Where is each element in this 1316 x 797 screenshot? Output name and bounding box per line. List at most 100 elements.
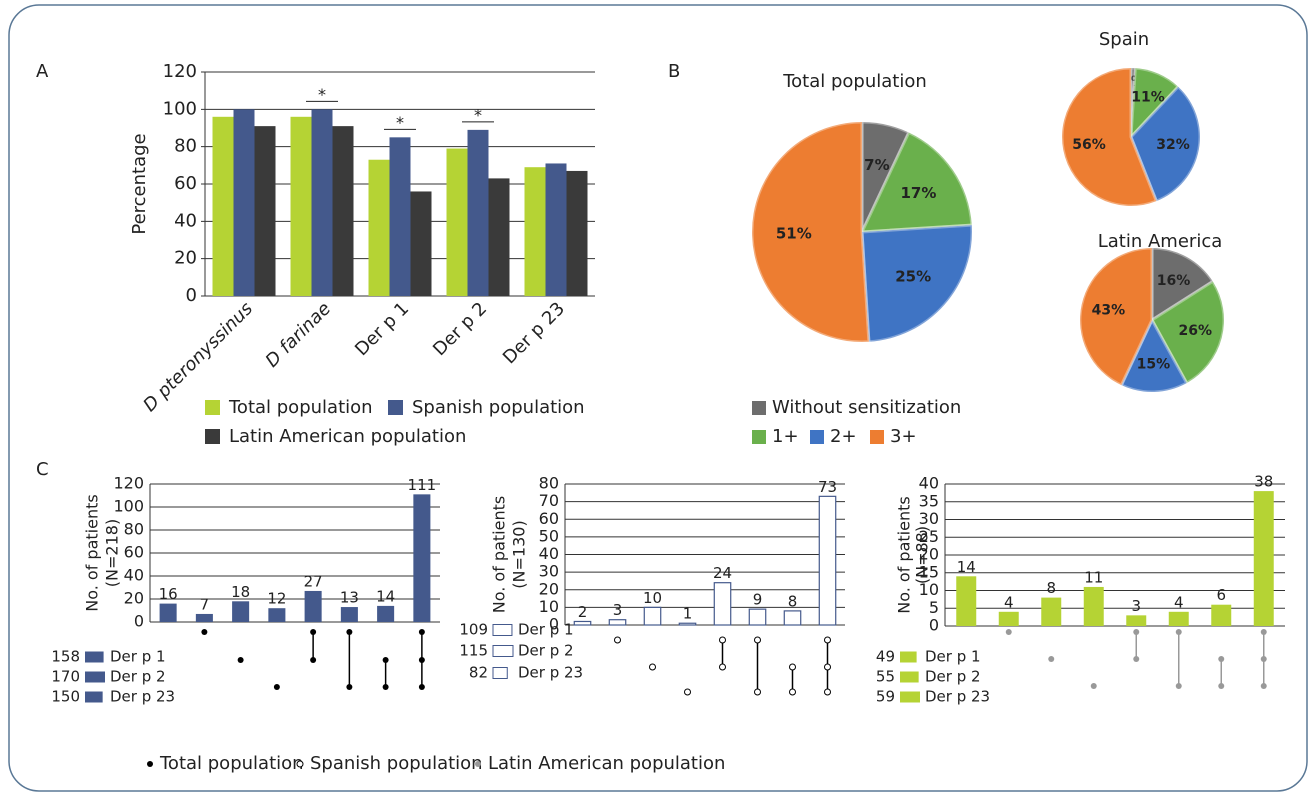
matrix-dot xyxy=(649,663,656,671)
y-tick-label: 80 xyxy=(539,474,559,493)
y-tick-label: 80 xyxy=(174,136,197,157)
value-label: 14 xyxy=(376,587,395,605)
matrix-dot xyxy=(382,684,389,690)
legend-label: Total population xyxy=(228,397,373,418)
matrix-dot xyxy=(346,629,353,635)
y-tick-label: 35 xyxy=(919,491,939,510)
y-axis-label: No. of patients xyxy=(895,496,914,613)
bar xyxy=(1168,611,1189,626)
y-tick-label: 10 xyxy=(919,580,939,599)
annotation: * xyxy=(474,105,482,124)
y-tick-label: 100 xyxy=(163,98,197,119)
bar xyxy=(377,605,395,622)
bar xyxy=(212,116,234,296)
value-label: 38 xyxy=(1254,473,1273,491)
y-tick-label: 70 xyxy=(539,491,559,510)
legend-marker xyxy=(147,761,153,767)
frame xyxy=(8,4,1308,792)
matrix-dot xyxy=(310,629,317,635)
bar xyxy=(268,608,286,622)
legend-marker xyxy=(296,760,304,768)
y-tick-label: 20 xyxy=(174,248,197,269)
y-tick-label: 5 xyxy=(929,598,939,617)
value-label: 14 xyxy=(957,558,976,576)
matrix-dot xyxy=(1260,629,1267,635)
legend-label: Latin American population xyxy=(229,426,466,447)
pie-value-label: 11% xyxy=(1131,90,1165,106)
matrix-dot xyxy=(237,657,244,663)
legend-swatch xyxy=(870,430,884,444)
x-tick-label: D farinae xyxy=(262,298,335,371)
value-label: 111 xyxy=(408,476,437,494)
panel-label: A xyxy=(36,61,49,82)
y-tick-label: 20 xyxy=(539,579,559,598)
y-tick-label: 20 xyxy=(919,545,939,564)
bar xyxy=(1041,597,1062,626)
value-label: 6 xyxy=(1216,586,1226,604)
legend-label: 1+ xyxy=(772,426,799,447)
value-label: 4 xyxy=(1004,593,1014,611)
legend-label: 3+ xyxy=(890,426,917,447)
set-size-label: 82 xyxy=(469,664,488,682)
matrix-dot xyxy=(1133,656,1140,662)
y-tick-label: 50 xyxy=(539,526,559,545)
set-name: Der p 2 xyxy=(518,642,574,660)
matrix-dot xyxy=(1133,629,1140,635)
set-name: Der p 1 xyxy=(518,621,574,639)
set-size-label: 170 xyxy=(51,668,80,686)
y-tick-label: 0 xyxy=(549,615,559,634)
bar xyxy=(748,608,767,626)
y-tick-label: 0 xyxy=(929,616,939,635)
y-tick-label: 20 xyxy=(124,589,144,608)
set-size-bar xyxy=(492,645,514,657)
matrix-dot xyxy=(346,684,353,690)
set-size-label: 115 xyxy=(459,642,488,660)
pie-slice xyxy=(750,120,871,344)
panel-label: C xyxy=(36,459,49,480)
y-axis-label: (N=88) xyxy=(913,526,932,584)
value-label: 10 xyxy=(643,589,662,607)
legend-swatch xyxy=(205,429,220,444)
y-tick-label: 30 xyxy=(539,562,559,581)
pie-slice xyxy=(1150,279,1226,386)
bar xyxy=(524,167,546,296)
legend-swatch xyxy=(205,400,220,415)
set-name: Der p 2 xyxy=(925,668,981,686)
set-size-bar xyxy=(900,691,920,703)
value-label: 18 xyxy=(231,583,250,601)
pie-slice xyxy=(860,120,911,233)
matrix-dot xyxy=(1175,683,1182,689)
pie-value-label: 17% xyxy=(900,184,936,202)
bar xyxy=(956,576,977,626)
x-tick-label: Der p 1 xyxy=(351,298,413,360)
pie-value-label: 25% xyxy=(895,268,931,286)
bar xyxy=(304,590,322,622)
set-size-label: 109 xyxy=(459,621,488,639)
value-label: 13 xyxy=(340,589,359,607)
legend-marker xyxy=(475,761,481,767)
set-name: Der p 23 xyxy=(110,688,175,706)
pie-slice xyxy=(1150,246,1215,323)
pie-slice xyxy=(1129,84,1202,204)
matrix-dot xyxy=(382,657,389,663)
x-tick-label: Der p 2 xyxy=(429,298,491,360)
pie-slice xyxy=(1060,66,1159,208)
x-tick-label: Der p 23 xyxy=(499,298,569,368)
matrix-dot xyxy=(789,688,796,696)
bar xyxy=(1253,491,1274,626)
legend-label: Spanish population xyxy=(310,753,483,774)
matrix-dot xyxy=(310,657,317,663)
matrix-dot xyxy=(273,684,280,690)
y-tick-label: 80 xyxy=(124,520,144,539)
bar xyxy=(545,163,567,296)
annotation: * xyxy=(396,113,404,132)
bar xyxy=(1083,586,1104,626)
matrix-dot xyxy=(684,688,691,696)
matrix-dot xyxy=(1218,656,1225,662)
bar xyxy=(410,191,432,296)
pie-value-label: 26% xyxy=(1178,323,1212,339)
y-tick-label: 120 xyxy=(163,61,197,82)
bar xyxy=(467,129,489,296)
matrix-dot xyxy=(789,663,796,671)
